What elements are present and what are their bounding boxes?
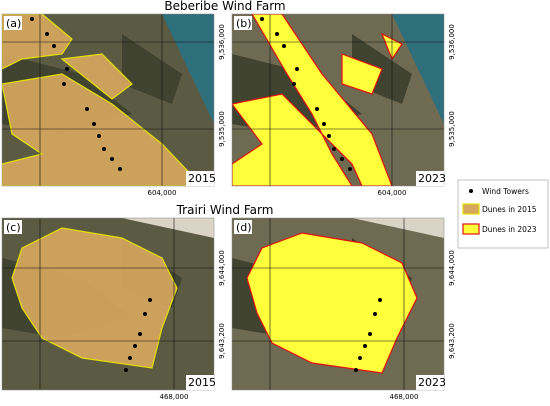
y-coordinate: 9,535,000 <box>448 111 456 147</box>
legend-symbol <box>462 203 480 215</box>
frame <box>1 217 215 391</box>
panel-label: (a) <box>6 17 21 30</box>
wind-tower <box>332 147 336 151</box>
year-box <box>416 375 444 390</box>
panel-label: (d) <box>236 221 252 234</box>
wind-tower <box>315 107 319 111</box>
ocean <box>162 14 214 124</box>
y-coordinate: 9,643,200 <box>218 323 226 359</box>
wind-tower <box>92 122 96 126</box>
year-box <box>186 171 214 186</box>
wind-tower <box>368 332 372 336</box>
frame <box>1 13 215 187</box>
frame <box>231 217 445 391</box>
label-box <box>234 16 252 30</box>
panel-label: (b) <box>236 17 252 30</box>
imagery <box>232 14 444 186</box>
wind-tower <box>275 32 279 36</box>
dunes <box>11 227 178 369</box>
legend-symbol <box>462 223 480 235</box>
map-panel: (b) 2023 604,000 9,536,000 9,535,000 <box>231 13 456 197</box>
wind-tower <box>30 17 34 21</box>
wind-tower <box>118 167 122 171</box>
legend-symbol <box>469 189 473 193</box>
wind-tower <box>363 344 367 348</box>
frame <box>231 13 445 187</box>
year-label: 2023 <box>418 172 446 185</box>
year-label: 2015 <box>188 376 216 389</box>
wind-tower <box>295 67 299 71</box>
ocean <box>392 14 444 124</box>
wind-tower <box>102 147 106 151</box>
title: Beberibe Wind Farm <box>164 0 285 13</box>
label-box <box>234 220 252 234</box>
wind-tower <box>97 134 101 138</box>
map-panel: (a) 2015 604,000 9,536,000 9,535,000 <box>1 13 226 197</box>
legend-label: Dunes in 2023 <box>482 225 537 234</box>
x-coordinate: 468,000 <box>390 393 419 401</box>
wind-tower <box>85 107 89 111</box>
wind-tower <box>260 17 264 21</box>
y-coordinate: 9,644,000 <box>218 250 226 286</box>
label-box <box>4 16 22 30</box>
legend-label: Dunes in 2015 <box>482 205 537 214</box>
year-box <box>416 171 444 186</box>
wind-tower <box>62 82 66 86</box>
wind-tower <box>292 82 296 86</box>
wind-tower <box>373 312 377 316</box>
wind-tower <box>322 122 326 126</box>
wind-tower <box>110 157 114 161</box>
dunes <box>232 14 403 186</box>
wind-tower <box>128 356 132 360</box>
imagery <box>232 218 444 390</box>
wind-tower <box>348 167 352 171</box>
coast <box>352 218 444 238</box>
y-coordinate: 9,644,000 <box>448 250 456 286</box>
wind-tower <box>358 356 362 360</box>
imagery <box>2 218 214 390</box>
map-panel: (d) 2023 468,000 9,644,000 9,643,200 <box>231 217 456 401</box>
wind-tower <box>148 298 152 302</box>
label-box <box>4 220 22 234</box>
coast <box>122 218 214 238</box>
year-label: 2015 <box>188 172 216 185</box>
wind-tower <box>143 312 147 316</box>
map-panel: (c) 2015 468,000 9,644,000 9,643,200 <box>1 217 226 401</box>
wind-tower <box>52 44 56 48</box>
year-box <box>186 375 214 390</box>
panel-label: (c) <box>6 221 21 234</box>
imagery <box>2 14 214 186</box>
legend: Wind Towers Dunes in 2015 Dunes in 2023 <box>457 179 549 249</box>
y-coordinate: 9,535,000 <box>218 111 226 147</box>
y-coordinate: 9,643,200 <box>448 323 456 359</box>
dunes <box>2 14 203 186</box>
wind-tower <box>327 134 331 138</box>
year-label: 2023 <box>418 376 446 389</box>
x-coordinate: 604,000 <box>148 189 177 197</box>
x-coordinate: 604,000 <box>378 189 407 197</box>
wind-tower <box>124 368 128 372</box>
wind-tower <box>45 32 49 36</box>
wind-tower <box>354 368 358 372</box>
wind-tower <box>65 67 69 71</box>
wind-tower <box>340 157 344 161</box>
wind-tower <box>282 44 286 48</box>
wind-tower <box>138 332 142 336</box>
wind-tower <box>378 298 382 302</box>
legend-label: Wind Towers <box>482 187 529 196</box>
y-coordinate: 9,536,000 <box>218 24 226 60</box>
title: Trairi Wind Farm <box>176 203 274 217</box>
x-coordinate: 468,000 <box>160 393 189 401</box>
wind-tower <box>133 344 137 348</box>
y-coordinate: 9,536,000 <box>448 24 456 60</box>
